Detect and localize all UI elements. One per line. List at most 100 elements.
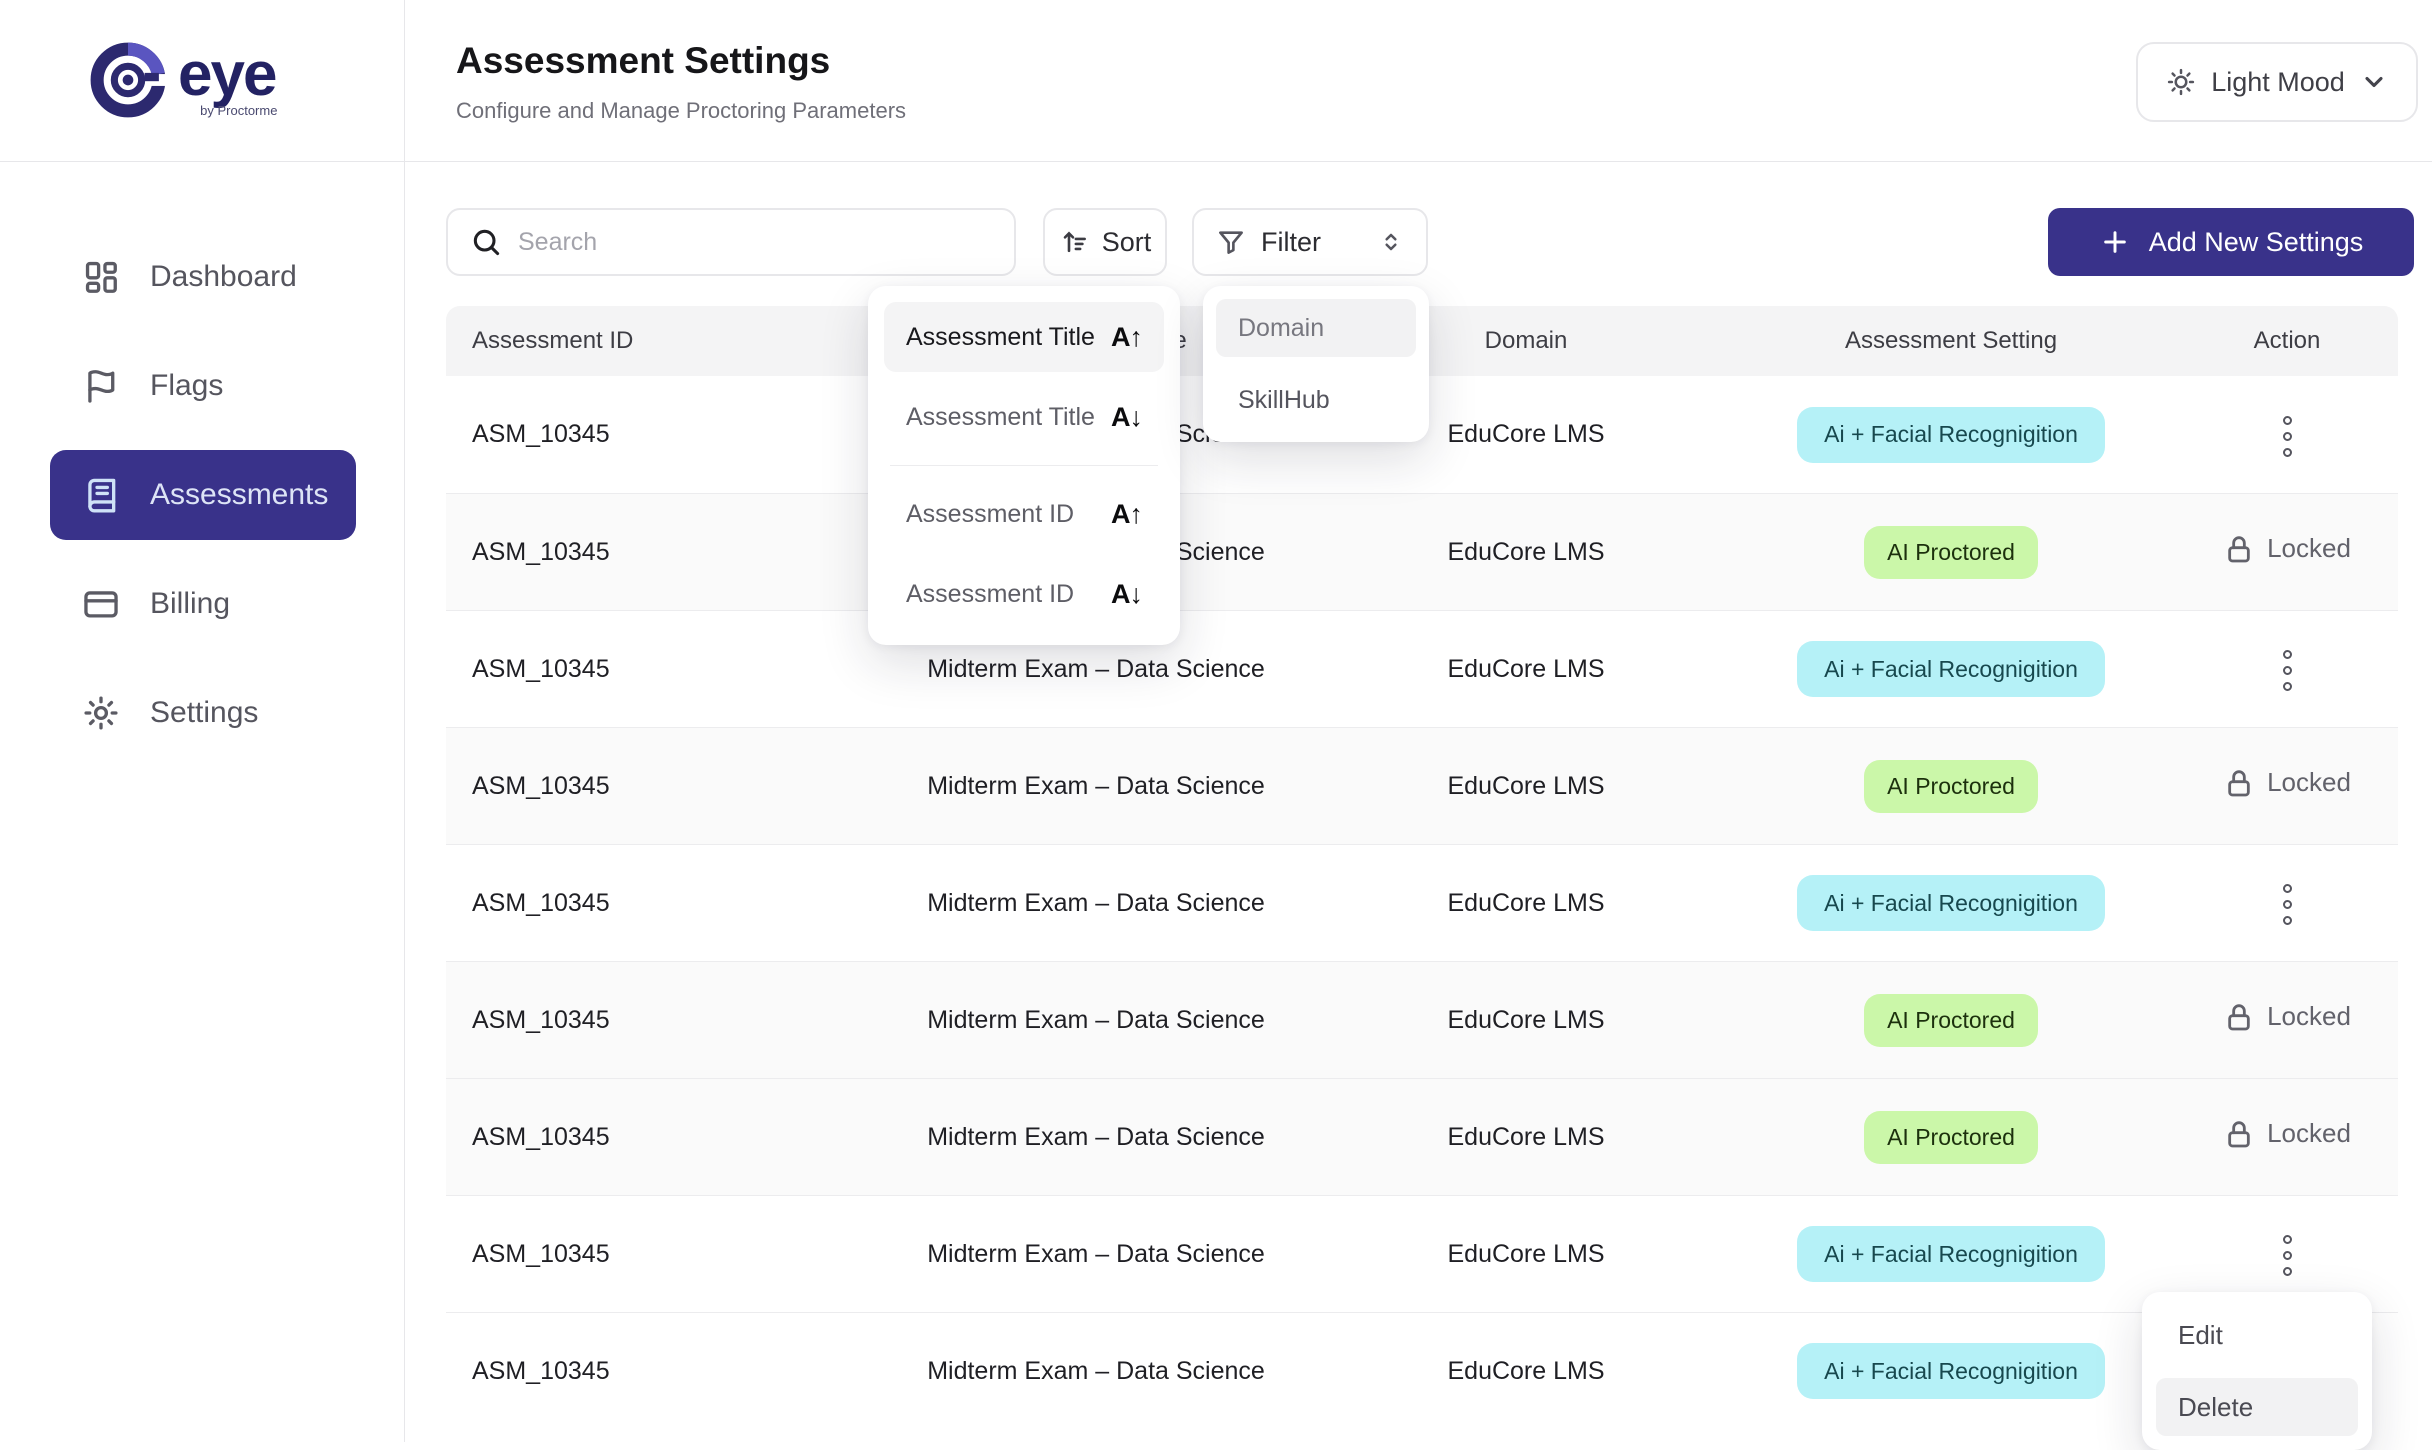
sort-option-label: Assessment ID (906, 500, 1074, 529)
funnel-icon (1216, 227, 1246, 257)
add-new-settings-button[interactable]: Add New Settings (2048, 208, 2414, 276)
cell-domain: EduCore LMS (1326, 1240, 1726, 1269)
cell-assessment-setting: Ai + Facial Recognigition (1726, 1226, 2176, 1282)
sort-ascending-icon (1059, 227, 1089, 257)
table-row: ASM_10345Midterm Exam – Data ScienceEduC… (446, 961, 2398, 1078)
sidebar-item-label: Assessments (150, 478, 328, 512)
eye-logo-icon (90, 42, 166, 118)
cell-assessment-id: ASM_10345 (446, 1357, 866, 1386)
page-subtitle: Configure and Manage Proctoring Paramete… (456, 98, 906, 124)
cell-assessment-setting: AI Proctored (1726, 526, 2176, 579)
lock-icon (2223, 1001, 2255, 1033)
sort-option-assessment-title-asc[interactable]: Assessment TitleA↑ (884, 302, 1164, 372)
filter-option-skillhub[interactable]: SkillHub (1216, 371, 1416, 429)
sidebar-item-label: Billing (150, 587, 230, 621)
search-icon (470, 226, 502, 258)
locked-label: Locked (2267, 533, 2351, 564)
card-icon (82, 585, 120, 623)
locked-status: Locked (2223, 533, 2351, 565)
menu-divider (890, 465, 1158, 466)
assessment-setting-badge: AI Proctored (1864, 1111, 2038, 1164)
sidebar-item-flags[interactable]: Flags (50, 341, 356, 431)
cell-domain: EduCore LMS (1326, 1357, 1726, 1386)
sort-option-assessment-title-desc[interactable]: Assessment Title A↓ (884, 382, 1164, 452)
lock-icon (2223, 767, 2255, 799)
sidebar-item-label: Flags (150, 369, 223, 403)
sidebar-item-assessments[interactable]: Assessments (50, 450, 356, 540)
cell-assessment-title: Midterm Exam – Data Science (866, 1123, 1326, 1152)
theme-mode-label: Light Mood (2211, 67, 2345, 98)
sort-button-label: Sort (1102, 227, 1152, 258)
cell-domain: EduCore LMS (1326, 538, 1726, 567)
lock-icon (2223, 533, 2255, 565)
cell-domain: EduCore LMS (1326, 772, 1726, 801)
cell-assessment-id: ASM_10345 (446, 772, 866, 801)
assessment-setting-badge: AI Proctored (1864, 994, 2038, 1047)
sort-button[interactable]: Sort (1043, 208, 1167, 276)
context-menu-edit[interactable]: Edit (2156, 1306, 2358, 1364)
row-menu-button[interactable] (2269, 874, 2306, 935)
brand-logo: eye by Proctorme (90, 42, 275, 118)
column-header-action: Action (2176, 327, 2398, 355)
table-row: ASM_10345Midterm Exam – Data ScienceEduC… (446, 727, 2398, 844)
row-menu-button[interactable] (2269, 406, 2306, 467)
gear-icon (82, 694, 120, 732)
sort-alpha-descending-icon: A↓ (1111, 402, 1142, 433)
search-input[interactable] (518, 228, 992, 257)
sort-option-label: Assessment Title (906, 403, 1095, 432)
cell-assessment-id: ASM_10345 (446, 889, 866, 918)
cell-assessment-title: Midterm Exam – Data Science (866, 1006, 1326, 1035)
filter-dropdown: Domain SkillHub (1203, 286, 1429, 442)
assessment-setting-badge: Ai + Facial Recognigition (1797, 1343, 2105, 1399)
lock-icon (2223, 1118, 2255, 1150)
table-row: ASM_10345Midterm Exam – Data ScienceEduC… (446, 1312, 2398, 1429)
row-menu-button[interactable] (2269, 1225, 2306, 1286)
assessments-table: Assessment IDAssessment TitleDomainAsses… (446, 306, 2398, 1429)
theme-mode-dropdown[interactable]: Light Mood (2136, 42, 2418, 122)
sort-option-assessment-id-desc[interactable]: Assessment IDA↓ (884, 559, 1164, 629)
flag-icon (82, 367, 120, 405)
cell-assessment-title: Midterm Exam – Data Science (866, 655, 1326, 684)
table-row: ASM_10345Midterm Exam – Data ScienceEduC… (446, 1078, 2398, 1195)
cell-assessment-title: Midterm Exam – Data Science (866, 772, 1326, 801)
row-menu-button[interactable] (2269, 640, 2306, 701)
sun-icon (2166, 67, 2196, 97)
cell-assessment-setting: AI Proctored (1726, 994, 2176, 1047)
cell-domain: EduCore LMS (1326, 889, 1726, 918)
row-context-menu: Edit Delete (2142, 1292, 2372, 1450)
cell-domain: EduCore LMS (1326, 1006, 1726, 1035)
sort-alpha-ascending-icon: A↑ (1111, 322, 1142, 353)
book-icon (82, 476, 120, 514)
cell-assessment-setting: Ai + Facial Recognigition (1726, 407, 2176, 463)
filter-button[interactable]: Filter (1192, 208, 1428, 276)
cell-assessment-setting: AI Proctored (1726, 760, 2176, 813)
locked-status: Locked (2223, 1001, 2351, 1033)
cell-assessment-id: ASM_10345 (446, 420, 866, 449)
sort-option-label: Assessment ID (906, 580, 1074, 609)
filter-option-domain[interactable]: Domain (1216, 299, 1416, 357)
cell-assessment-title: Midterm Exam – Data Science (866, 889, 1326, 918)
table-row: ASM_10345Midterm Exam – Data ScienceEduC… (446, 610, 2398, 727)
sidebar-item-billing[interactable]: Billing (50, 559, 356, 649)
column-header-assessment-setting: Assessment Setting (1726, 327, 2176, 355)
cell-action: Locked (2176, 1118, 2398, 1157)
unfold-more-icon (1378, 229, 1404, 255)
context-menu-delete[interactable]: Delete (2156, 1378, 2358, 1436)
brand-name: eye (178, 40, 275, 109)
cell-assessment-title: Midterm Exam – Data Science (866, 1240, 1326, 1269)
assessment-setting-badge: Ai + Facial Recognigition (1797, 875, 2105, 931)
cell-action (2176, 1222, 2398, 1286)
table-row: ASM_10345Midterm Exam – Data ScienceEduC… (446, 844, 2398, 961)
brand-tagline: by Proctorme (200, 103, 277, 118)
sort-option-assessment-id-asc[interactable]: Assessment IDA↑ (884, 479, 1164, 549)
sort-dropdown: Assessment TitleA↑Assessment TitleA↓Asse… (868, 286, 1180, 645)
sidebar-item-dashboard[interactable]: Dashboard (50, 232, 356, 322)
sidebar-item-label: Dashboard (150, 260, 297, 294)
cell-domain: EduCore LMS (1326, 655, 1726, 684)
search-box[interactable] (446, 208, 1016, 276)
sidebar-item-settings[interactable]: Settings (50, 668, 356, 758)
cell-domain: EduCore LMS (1326, 1123, 1726, 1152)
assessment-setting-badge: Ai + Facial Recognigition (1797, 1226, 2105, 1282)
cell-action: Locked (2176, 767, 2398, 806)
assessment-setting-badge: AI Proctored (1864, 760, 2038, 813)
